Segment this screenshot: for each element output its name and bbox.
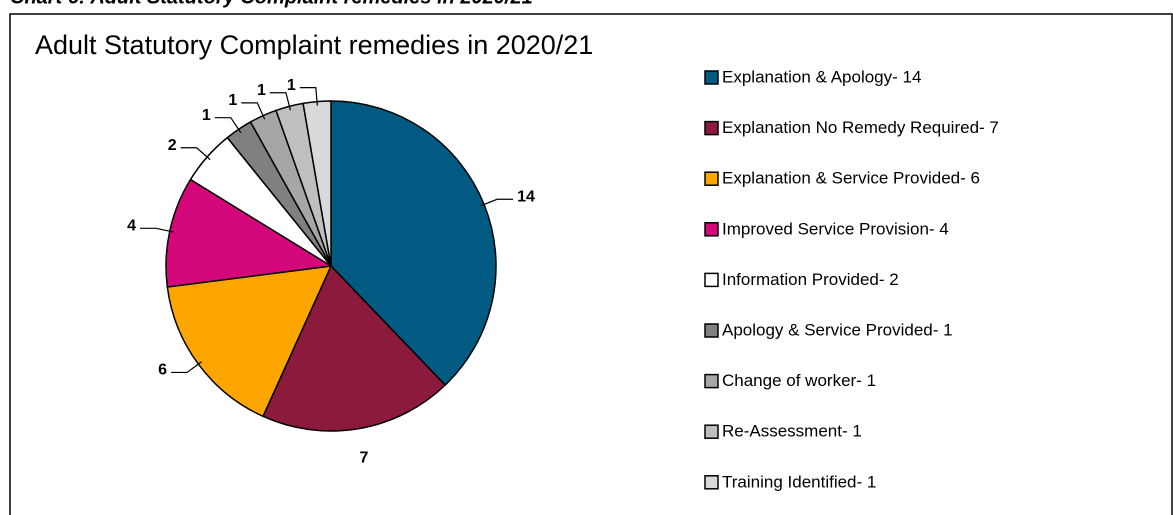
legend-label: Explanation No Remedy Required- 7 <box>722 118 999 137</box>
chart-title: Adult Statutory Complaint remedies in 20… <box>35 30 593 60</box>
legend-swatch <box>704 323 719 338</box>
legend-swatch <box>704 120 719 136</box>
leader-line <box>180 147 211 161</box>
legend-swatch <box>704 272 719 288</box>
leader-line <box>299 87 318 106</box>
data-label: 7 <box>360 449 369 466</box>
legend-swatch <box>704 373 719 389</box>
legend-swatch <box>704 70 719 85</box>
legend-label: Apology & Service Provided- 1 <box>722 320 953 339</box>
legend-label: Improved Service Provision- 4 <box>722 219 949 238</box>
leader-line <box>269 92 292 111</box>
data-label: 4 <box>127 218 136 235</box>
data-label: 1 <box>228 92 237 109</box>
leader-line <box>241 102 266 120</box>
pie-slice <box>262 264 447 432</box>
legend-swatch <box>704 222 719 237</box>
leader-line <box>480 198 514 207</box>
legend-label: Change of worker- 1 <box>722 371 876 390</box>
leader-line <box>140 227 174 233</box>
data-label: 14 <box>517 188 535 205</box>
data-label: 1 <box>202 107 211 124</box>
data-label: 2 <box>168 137 177 154</box>
legend-label: Explanation & Apology- 14 <box>722 67 921 86</box>
leader-line <box>214 117 242 133</box>
data-label: 6 <box>158 362 167 379</box>
legend-label: Information Provided- 2 <box>722 270 899 289</box>
data-label: 1 <box>287 77 296 94</box>
data-label: 1 <box>257 82 266 99</box>
heading: Chart 6: Adult Statutory Complaint remed… <box>10 0 533 8</box>
legend-label: Re-Assessment- 1 <box>722 422 862 441</box>
legend-label: Explanation & Service Provided- 6 <box>722 169 980 188</box>
leader-line <box>171 361 202 374</box>
legend-swatch <box>704 475 719 490</box>
legend-label: Training Identified- 1 <box>722 472 876 491</box>
legend-swatch <box>704 171 719 186</box>
legend-swatch <box>704 424 719 439</box>
